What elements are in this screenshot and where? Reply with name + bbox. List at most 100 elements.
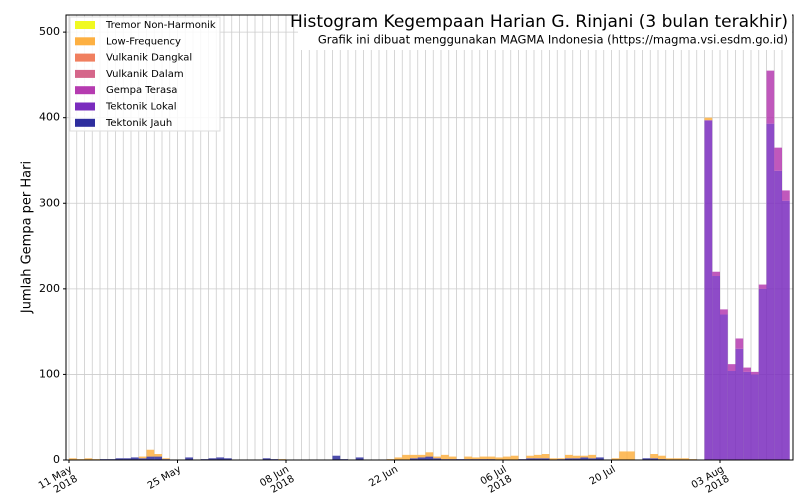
bar-segment bbox=[727, 364, 736, 371]
bar-segment bbox=[115, 458, 124, 460]
bar-segment bbox=[394, 457, 403, 460]
bar-segment bbox=[658, 455, 666, 460]
bar-segment bbox=[417, 454, 426, 458]
bar-segment bbox=[704, 117, 713, 121]
bar-segment bbox=[441, 454, 449, 460]
bar-segment bbox=[735, 348, 744, 460]
y-axis-label: Jumlah Gempa per Hari bbox=[20, 161, 35, 314]
bar-segment bbox=[84, 458, 93, 460]
bar-segment bbox=[510, 455, 519, 460]
y-tick-label: 0 bbox=[53, 453, 60, 466]
bar-segment bbox=[154, 454, 162, 457]
legend-label: Vulkanik Dangkal bbox=[106, 53, 192, 64]
bar-segment bbox=[650, 458, 658, 460]
legend-swatch bbox=[75, 69, 95, 78]
bar-segment bbox=[580, 455, 589, 458]
bar-segment bbox=[758, 284, 767, 289]
bar-segment bbox=[495, 457, 503, 460]
bar-segment bbox=[541, 454, 550, 459]
legend-swatch bbox=[75, 21, 95, 29]
bar-segment bbox=[541, 458, 550, 460]
legend-swatch bbox=[75, 53, 95, 62]
legend-swatch bbox=[75, 86, 95, 95]
bar-segment bbox=[673, 458, 682, 460]
bar-segment bbox=[216, 457, 224, 460]
bar-segment bbox=[565, 458, 573, 460]
bar-segment bbox=[534, 454, 542, 459]
y-tick-label: 400 bbox=[39, 111, 60, 124]
bar-segment bbox=[185, 457, 193, 460]
bar-segment bbox=[448, 456, 457, 460]
bar-segment bbox=[782, 190, 790, 201]
bar-segment bbox=[332, 455, 341, 460]
bar-segment bbox=[534, 458, 542, 460]
bar-segment bbox=[479, 456, 488, 460]
bar-segment bbox=[433, 458, 441, 460]
legend-swatch bbox=[75, 118, 95, 127]
legend-label: Tektonik Jauh bbox=[105, 118, 172, 129]
bar-segment bbox=[262, 458, 271, 460]
bar-segment bbox=[131, 457, 139, 460]
bar-segment bbox=[627, 451, 635, 460]
bar-segment bbox=[549, 458, 558, 460]
bar-segment bbox=[751, 374, 759, 460]
bar-segment bbox=[650, 454, 658, 459]
legend-label: Tektonik Lokal bbox=[105, 102, 177, 113]
bar-segment bbox=[774, 147, 782, 171]
bar-segment bbox=[572, 455, 581, 459]
bar-segment bbox=[417, 457, 426, 460]
bar-segment bbox=[774, 170, 782, 460]
bar-segment bbox=[526, 455, 534, 459]
bar-segment bbox=[425, 452, 434, 457]
bar-segment bbox=[402, 454, 410, 460]
legend-label: Gempa Terasa bbox=[106, 85, 177, 96]
bar-segment bbox=[565, 454, 573, 459]
legend-swatch bbox=[75, 102, 95, 111]
bar-segment bbox=[154, 456, 162, 460]
bar-segment bbox=[464, 456, 472, 460]
title-box bbox=[298, 12, 792, 50]
bar-segment bbox=[704, 120, 713, 460]
bar-segment bbox=[758, 288, 767, 460]
bar-segment bbox=[681, 458, 689, 460]
bar-segment bbox=[410, 458, 418, 460]
bar-segment bbox=[642, 458, 651, 460]
chart-subtitle: Grafik ini dibuat menggunakan MAGMA Indo… bbox=[318, 33, 788, 47]
bar-segment bbox=[138, 458, 147, 460]
chart-title: Histogram Kegempaan Harian G. Rinjani (3… bbox=[290, 12, 788, 32]
bar-segment bbox=[766, 123, 775, 461]
bar-segment bbox=[743, 371, 751, 460]
bar-segment bbox=[619, 451, 627, 460]
bar-segment bbox=[580, 457, 589, 460]
bar-segment bbox=[665, 458, 674, 460]
bar-segment bbox=[138, 456, 147, 459]
bar-segment bbox=[224, 458, 232, 460]
bar-segment bbox=[355, 457, 364, 460]
bar-segment bbox=[162, 458, 170, 460]
bar-segment bbox=[766, 70, 775, 124]
bar-segment bbox=[69, 458, 77, 460]
bar-segment bbox=[611, 458, 620, 460]
legend-swatch bbox=[75, 37, 95, 46]
bar-segment bbox=[596, 457, 604, 460]
bar-segment bbox=[712, 276, 720, 460]
bar-segment bbox=[433, 456, 441, 459]
legend-label: Tremor Non-Harmonik bbox=[105, 20, 216, 31]
bar-segment bbox=[123, 458, 131, 460]
bar-segment bbox=[720, 309, 728, 315]
bar-segment bbox=[727, 371, 736, 460]
bar-segment bbox=[557, 458, 565, 460]
bar-segment bbox=[743, 367, 751, 372]
bar-segment bbox=[526, 458, 534, 460]
bar-segment bbox=[588, 458, 596, 460]
bar-segment bbox=[572, 458, 581, 460]
bar-segment bbox=[146, 449, 155, 457]
bar-segment bbox=[720, 314, 728, 460]
bar-segment bbox=[588, 454, 596, 459]
bar-segment bbox=[782, 200, 790, 461]
y-tick-label: 200 bbox=[39, 282, 60, 295]
bar-segment bbox=[472, 457, 480, 460]
bar-segment bbox=[208, 458, 217, 460]
